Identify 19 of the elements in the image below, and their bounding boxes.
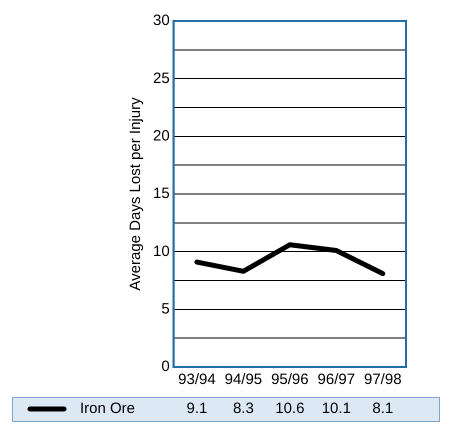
data-label: 8.3 xyxy=(232,400,254,418)
y-tick-label: 5 xyxy=(161,300,170,318)
y-tick-label: 20 xyxy=(152,127,170,144)
y-tick-label: 30 xyxy=(152,12,170,30)
data-label: 9.1 xyxy=(186,400,208,418)
y-tick-label: 0 xyxy=(161,358,170,376)
y-tick-label: 10 xyxy=(152,242,170,260)
y-tick-label: 15 xyxy=(152,185,170,202)
x-tick-label: 95/96 xyxy=(271,371,309,388)
x-tick-label: 93/94 xyxy=(178,371,216,388)
y-tick-label: 25 xyxy=(152,70,170,87)
x-tick-label: 94/95 xyxy=(224,371,262,388)
y-axis-title: Average Days Lost per Injury xyxy=(127,96,144,291)
data-label: 10.6 xyxy=(275,400,304,418)
x-tick-label: 96/97 xyxy=(318,371,356,388)
data-label: 8.1 xyxy=(372,400,394,418)
x-tick-label: 97/98 xyxy=(364,371,402,388)
legend-label: Iron Ore xyxy=(80,400,136,418)
data-label: 10.1 xyxy=(322,400,351,418)
